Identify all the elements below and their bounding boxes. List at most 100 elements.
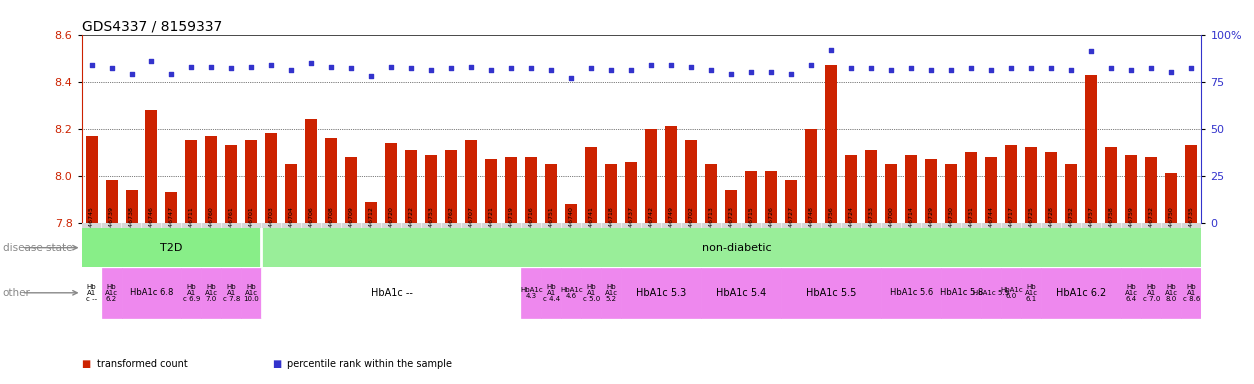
- Point: [622, 67, 642, 73]
- Bar: [982, 268, 1002, 318]
- Text: HbA1c 5.5: HbA1c 5.5: [806, 288, 856, 298]
- Bar: [801, 223, 821, 228]
- Bar: [825, 65, 838, 223]
- Bar: [401, 223, 421, 228]
- Bar: [1105, 147, 1117, 223]
- Text: GSM946737: GSM946737: [630, 207, 635, 245]
- Text: GSM946758: GSM946758: [1109, 207, 1114, 244]
- Text: HbA1c
6.0: HbA1c 6.0: [999, 287, 1023, 299]
- Bar: [622, 223, 641, 228]
- Text: GSM946701: GSM946701: [250, 207, 255, 244]
- Bar: [505, 157, 518, 223]
- Point: [1161, 69, 1181, 75]
- Bar: [1006, 145, 1017, 223]
- Bar: [922, 223, 940, 228]
- Text: GSM946716: GSM946716: [529, 207, 534, 244]
- Point: [482, 67, 502, 73]
- Text: GSM946727: GSM946727: [789, 207, 794, 245]
- Bar: [282, 223, 301, 228]
- Point: [701, 67, 721, 73]
- Text: Hb
A1c
6.1: Hb A1c 6.1: [1025, 284, 1038, 302]
- Point: [461, 63, 482, 70]
- Bar: [1165, 173, 1178, 223]
- Bar: [166, 192, 178, 223]
- Text: Hb
A1
c 4.4: Hb A1 c 4.4: [543, 284, 561, 302]
- Bar: [602, 223, 621, 228]
- Point: [502, 65, 522, 71]
- Bar: [1086, 74, 1097, 223]
- Point: [781, 71, 801, 77]
- Text: GSM946748: GSM946748: [809, 207, 814, 245]
- Bar: [542, 223, 561, 228]
- Text: GSM946714: GSM946714: [909, 207, 914, 245]
- Bar: [122, 268, 182, 318]
- Bar: [142, 223, 161, 228]
- Bar: [925, 159, 938, 223]
- Bar: [1041, 268, 1121, 318]
- Bar: [1066, 164, 1077, 223]
- Bar: [1082, 223, 1101, 228]
- Text: Hb
A1c
10.0: Hb A1c 10.0: [243, 284, 260, 302]
- Text: GSM946700: GSM946700: [889, 207, 894, 244]
- Bar: [82, 223, 102, 228]
- Bar: [642, 223, 661, 228]
- Bar: [186, 141, 197, 223]
- Point: [721, 71, 741, 77]
- Point: [242, 63, 262, 70]
- Bar: [162, 223, 181, 228]
- Bar: [905, 154, 918, 223]
- Bar: [441, 223, 461, 228]
- Text: HbA1c 5.9: HbA1c 5.9: [973, 290, 1009, 296]
- Text: GSM946718: GSM946718: [609, 207, 614, 244]
- Bar: [122, 223, 142, 228]
- Point: [301, 60, 321, 66]
- Bar: [1062, 223, 1081, 228]
- Text: GDS4337 / 8159337: GDS4337 / 8159337: [82, 20, 222, 33]
- Bar: [125, 190, 138, 223]
- Point: [82, 61, 102, 68]
- Bar: [1122, 223, 1141, 228]
- Text: GSM946713: GSM946713: [709, 207, 714, 245]
- Bar: [942, 268, 982, 318]
- Bar: [425, 154, 438, 223]
- Bar: [861, 223, 882, 228]
- Point: [1021, 65, 1041, 71]
- Point: [202, 63, 222, 70]
- Point: [761, 69, 781, 75]
- Point: [102, 65, 122, 71]
- Point: [922, 67, 942, 73]
- Text: GSM946721: GSM946721: [489, 207, 494, 245]
- Bar: [542, 268, 562, 318]
- Text: Hb
A1
c 7.8: Hb A1 c 7.8: [223, 284, 241, 302]
- Bar: [662, 223, 681, 228]
- Text: GSM946747: GSM946747: [169, 207, 174, 245]
- Bar: [562, 223, 581, 228]
- Bar: [226, 145, 237, 223]
- Text: disease state: disease state: [3, 243, 71, 253]
- Text: HbA1c --: HbA1c --: [370, 288, 413, 298]
- Text: GSM946717: GSM946717: [1009, 207, 1014, 245]
- Bar: [102, 268, 122, 318]
- Bar: [882, 223, 900, 228]
- Text: GSM946709: GSM946709: [349, 207, 354, 245]
- Bar: [946, 164, 957, 223]
- Bar: [666, 126, 677, 223]
- Bar: [902, 223, 920, 228]
- Bar: [222, 268, 242, 318]
- Bar: [246, 141, 257, 223]
- Bar: [145, 110, 158, 223]
- Point: [982, 67, 1002, 73]
- Bar: [882, 268, 942, 318]
- Bar: [841, 223, 861, 228]
- Point: [902, 65, 922, 71]
- Point: [522, 65, 542, 71]
- Text: HbA1c 5.6: HbA1c 5.6: [890, 288, 933, 297]
- Point: [381, 63, 401, 70]
- Point: [341, 65, 361, 71]
- Bar: [1145, 157, 1157, 223]
- Point: [861, 65, 882, 71]
- Bar: [306, 119, 317, 223]
- Text: HbA1c 5.4: HbA1c 5.4: [716, 288, 766, 298]
- Point: [281, 67, 301, 73]
- Bar: [702, 223, 721, 228]
